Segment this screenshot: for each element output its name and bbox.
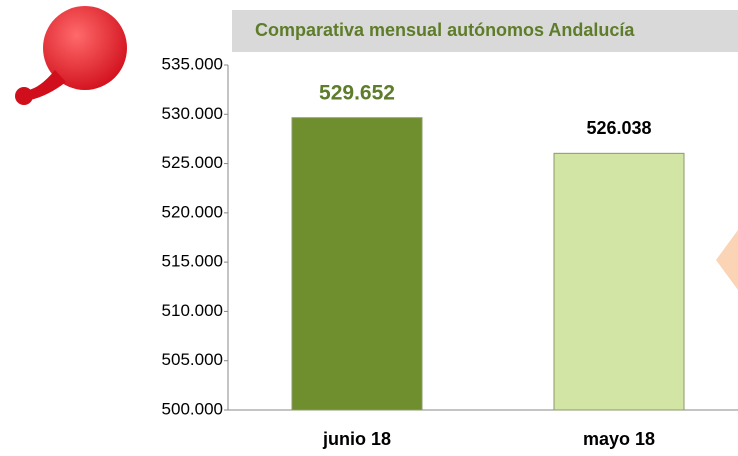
y-tick-label: 505.000 [162,350,223,369]
y-tick-label: 535.000 [162,54,223,73]
value-label: 526.038 [586,118,651,138]
y-tick-label: 530.000 [162,104,223,123]
y-tick-label: 510.000 [162,301,223,320]
title-bar [232,10,738,52]
x-tick-label: junio 18 [322,429,391,449]
y-tick-label: 525.000 [162,153,223,172]
logo [15,6,127,105]
y-tick-label: 500.000 [162,399,223,418]
decoration [716,230,738,290]
y-tick-label: 520.000 [162,202,223,221]
chart-title: Comparativa mensual autónomos Andalucía [255,20,635,40]
y-tick-label: 515.000 [162,252,223,271]
bar [291,117,423,411]
x-tick-label: mayo 18 [583,429,655,449]
value-label: 529.652 [319,81,395,104]
bar [553,152,685,411]
